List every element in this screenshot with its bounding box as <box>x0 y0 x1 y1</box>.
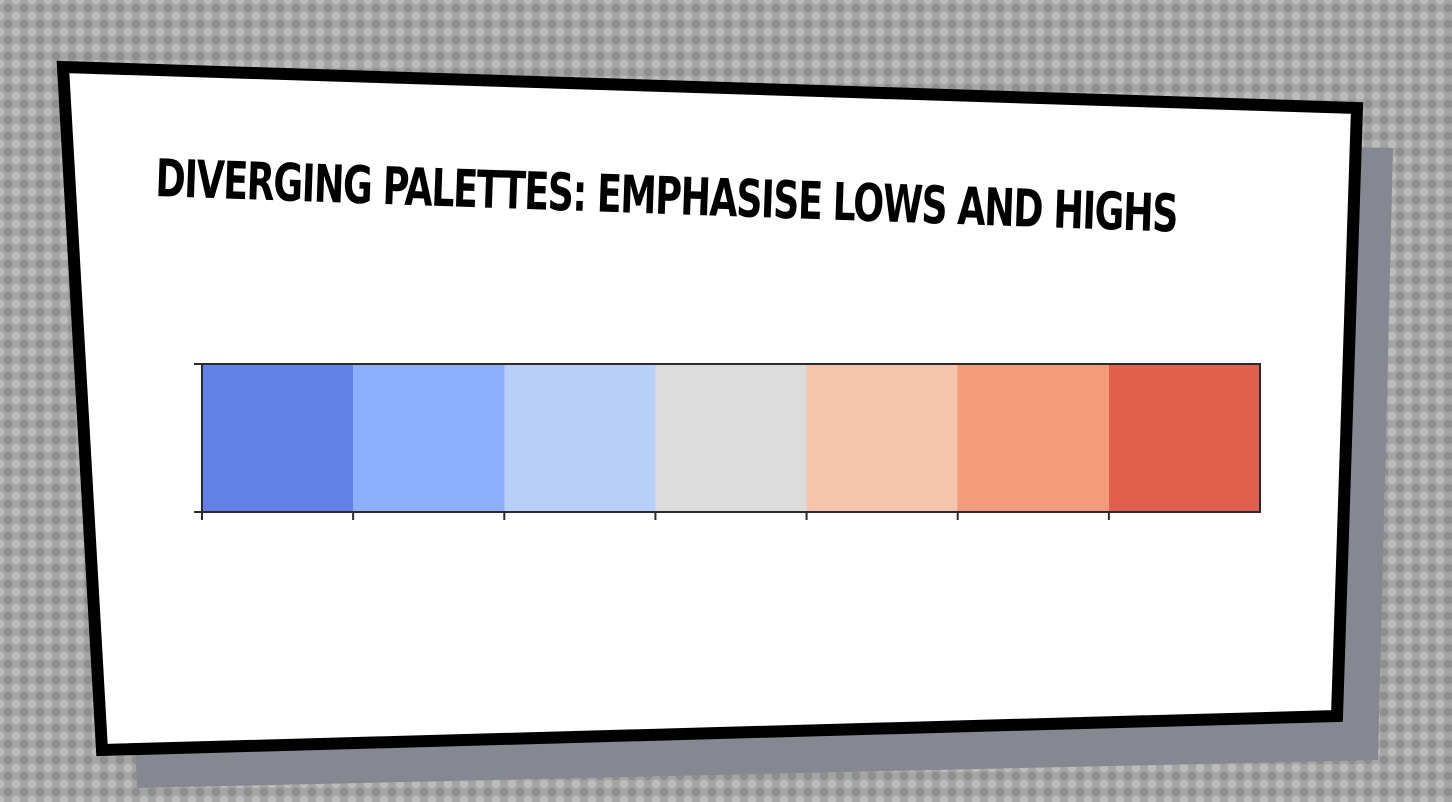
palette-swatch-6 <box>957 364 1110 512</box>
palette-swatch-5 <box>806 364 959 512</box>
palette-swatch-7 <box>1108 364 1261 512</box>
palette-swatch-2 <box>353 364 505 512</box>
palette-swatch-1 <box>202 364 354 512</box>
palette-ticks <box>194 363 1110 520</box>
palette-swatch-3 <box>504 364 656 512</box>
palette-swatch-4 <box>655 364 808 512</box>
palette-swatches <box>202 364 1261 512</box>
swatch-strip-frame <box>201 363 1261 513</box>
